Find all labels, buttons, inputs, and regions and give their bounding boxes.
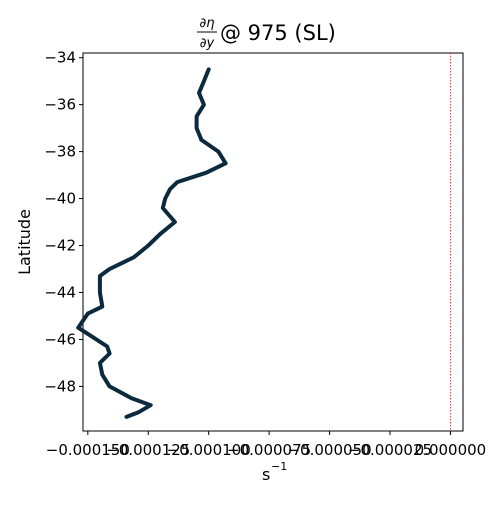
x-tick-label-3: −0.000075: [227, 441, 311, 459]
x-tick-label-6: 0.000000: [415, 441, 487, 459]
y-tick-label-3: −40: [44, 190, 76, 208]
chart-title: ∂η ∂y @ 975 (SL): [197, 16, 336, 51]
y-axis-ticks: −34 −36 −38 −40 −42 −44 −46 −48: [44, 49, 83, 395]
title-partial-denominator: ∂y: [200, 36, 215, 51]
x-axis-label-exponent: −1: [271, 460, 287, 473]
series-layer: [76, 67, 228, 419]
y-tick-label-5: −44: [44, 283, 76, 301]
x-axis-label-base: s: [262, 465, 270, 484]
y-axis-label: Latitude: [15, 209, 34, 275]
plot-frame: [82, 52, 464, 432]
title-text: @ 975 (SL): [220, 21, 336, 45]
x-tick-label-2: −0.000100: [167, 441, 251, 459]
x-tick-label-1: −0.000125: [106, 441, 190, 459]
series-line-0: [76, 67, 228, 419]
x-tick-label-0: −0.000150: [46, 441, 130, 459]
y-tick-label-7: −48: [44, 377, 76, 395]
x-axis-ticks: −0.000150−0.000125−0.000100−0.000075−0.0…: [46, 431, 486, 459]
y-tick-label-4: −42: [44, 237, 76, 255]
x-tick-label-5: −0.000025: [348, 441, 432, 459]
x-axis-label: s −1: [262, 460, 287, 484]
x-tick-label-4: −0.000050: [287, 441, 371, 459]
y-tick-label-6: −46: [44, 330, 76, 348]
y-tick-label-2: −38: [44, 143, 76, 161]
y-tick-label-0: −34: [44, 49, 76, 67]
title-partial-numerator: ∂η: [200, 16, 215, 31]
y-tick-label-1: −36: [44, 96, 76, 114]
